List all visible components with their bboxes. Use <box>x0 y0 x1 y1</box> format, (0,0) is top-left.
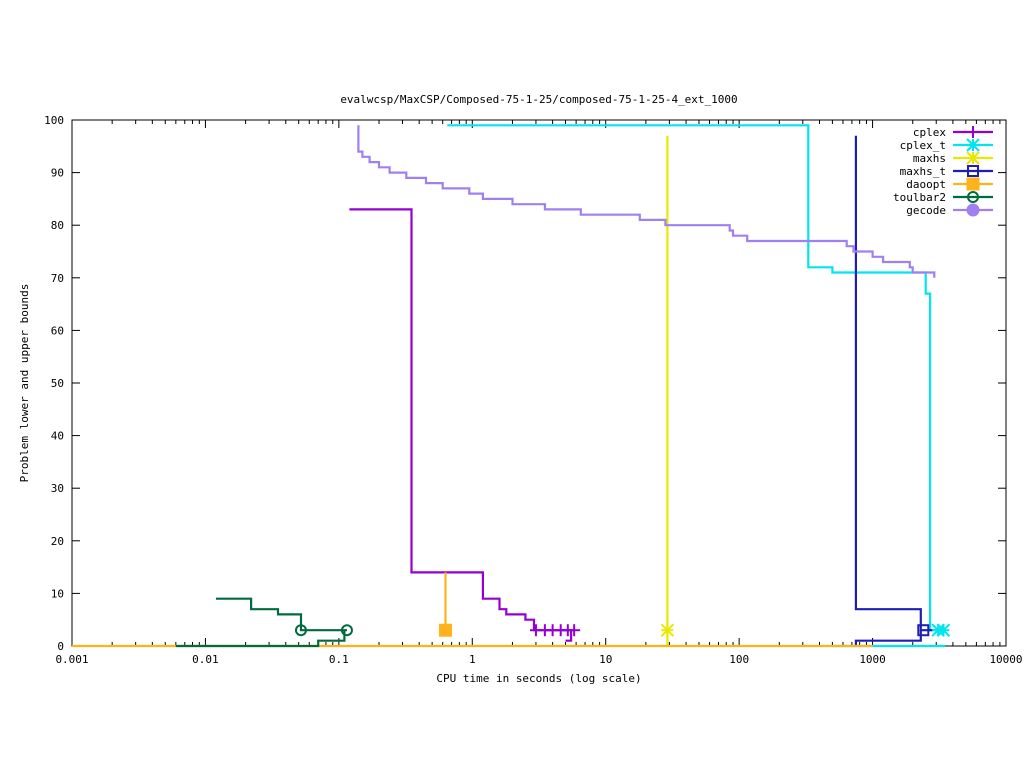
gecode-upper-bound-line <box>357 125 936 278</box>
daoopt-data-point <box>439 623 453 637</box>
x-tick-label: 1000 <box>859 653 886 666</box>
legend-marker <box>967 191 979 203</box>
y-tick-label: 40 <box>51 430 64 443</box>
maxhs-t-upper-bound-line <box>854 135 933 632</box>
x-axis-label: CPU time in seconds (log scale) <box>436 672 641 685</box>
legend-item-gecode: gecode <box>906 203 993 217</box>
legend-item-maxhs: maxhs <box>913 151 993 165</box>
y-tick-label: 30 <box>51 482 64 495</box>
marker-shape <box>439 623 453 637</box>
x-tick-label: 100 <box>729 653 749 666</box>
x-tick-label: 0.001 <box>55 653 88 666</box>
marker-shape <box>966 177 980 191</box>
cplex-lower-bound-line <box>565 630 573 642</box>
legend-marker <box>967 165 979 177</box>
legend-item-cplex: cplex <box>913 126 993 139</box>
cplex-t-upper-bound-line <box>447 124 946 632</box>
legend-label: gecode <box>906 204 946 217</box>
toulbar2-upper-bound-line <box>216 597 347 632</box>
marker-shape <box>917 624 930 637</box>
legend-marker <box>967 126 979 138</box>
x-tick-label: 0.01 <box>192 653 219 666</box>
x-tick-label: 1 <box>469 653 476 666</box>
cplex-t-data-point <box>936 623 951 637</box>
legend: cplexcplex_tmaxhsmaxhs_tdaoopttoulbar2ge… <box>893 126 993 217</box>
series-cplex <box>349 208 581 642</box>
legend-marker <box>966 177 980 191</box>
cplex-upper-bound-line <box>349 208 572 632</box>
x-tick-label: 10 <box>599 653 612 666</box>
legend-marker <box>966 203 980 217</box>
legend-item-toulbar2: toulbar2 <box>893 191 993 204</box>
toulbar2-data-point <box>340 624 353 637</box>
toulbar2-data-point <box>294 624 307 637</box>
legend-label: daoopt <box>906 178 946 191</box>
legend-label: cplex_t <box>900 139 946 152</box>
legend-item-daoopt: daoopt <box>906 177 993 191</box>
legend-marker <box>966 138 980 152</box>
series-cplex-t <box>447 124 951 648</box>
series-gecode <box>357 125 936 278</box>
legend-item-maxhs-t: maxhs_t <box>900 165 993 178</box>
y-tick-label: 20 <box>51 535 64 548</box>
chart-title: evalwcsp/MaxCSP/Composed-75-1-25/compose… <box>340 93 737 106</box>
y-tick-label: 0 <box>57 640 64 653</box>
y-tick-label: 60 <box>51 324 64 337</box>
legend-label: maxhs <box>913 152 946 165</box>
toulbar2-lower-bound-line <box>175 630 346 648</box>
y-tick-label: 50 <box>51 377 64 390</box>
y-tick-label: 10 <box>51 587 64 600</box>
x-tick-label: 0.1 <box>329 653 349 666</box>
marker-shape <box>966 203 980 217</box>
y-tick-label: 70 <box>51 272 64 285</box>
y-tick-label: 100 <box>44 114 64 127</box>
marker-shape <box>340 624 353 637</box>
y-axis-label: Problem lower and upper bounds <box>18 284 31 483</box>
legend-label: toulbar2 <box>893 191 946 204</box>
y-tick-label: 90 <box>51 167 64 180</box>
maxhs-t-data-point <box>917 624 930 637</box>
legend-label: maxhs_t <box>900 165 946 178</box>
marker-shape <box>294 624 307 637</box>
y-tick-label: 80 <box>51 219 64 232</box>
plot-area: 0.001 0.01 0.1 1 10 100 1000 10000 0 10 20 30 40 50 60… <box>44 114 1022 666</box>
marker-shape <box>967 191 979 203</box>
series-maxhs-t <box>854 135 933 646</box>
marker-shape <box>967 165 979 177</box>
legend-item-cplex-t: cplex_t <box>900 138 993 152</box>
series-maxhs <box>660 135 675 646</box>
series-toulbar2 <box>175 597 353 648</box>
legend-label: cplex <box>913 126 946 139</box>
cplex-data-point <box>568 624 581 637</box>
maxhs-data-point <box>660 623 675 637</box>
legend-marker <box>966 151 980 165</box>
x-tick-label: 10000 <box>989 653 1022 666</box>
